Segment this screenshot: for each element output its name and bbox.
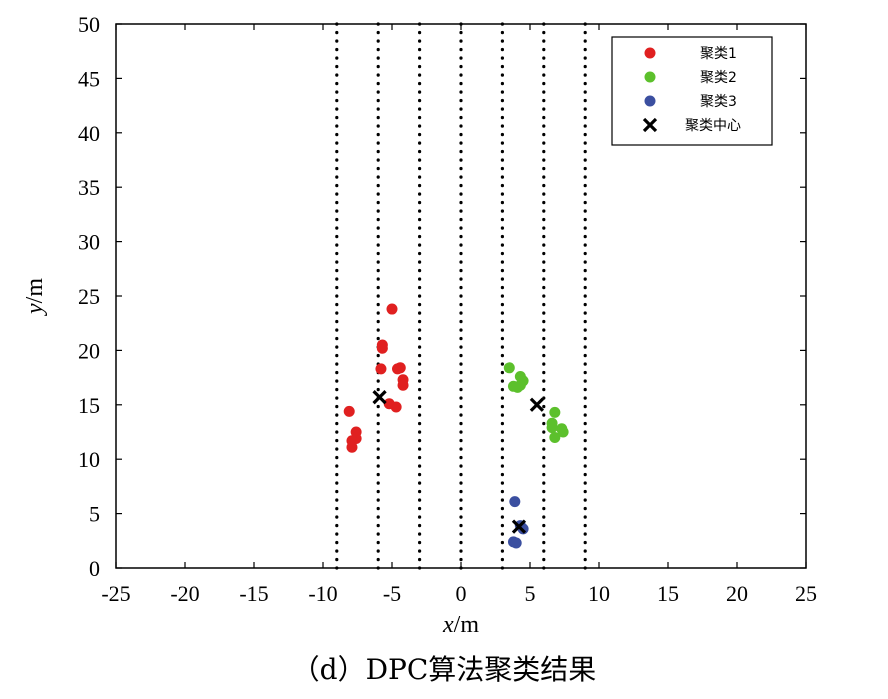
data-point [397,379,409,391]
data-point [343,405,355,417]
legend-box [611,36,773,146]
y-tick-label: 25 [78,284,100,309]
data-point [375,363,387,375]
x-tick-label: 10 [588,581,610,606]
series-2 [503,362,569,443]
legend-label: 聚类2 [700,70,737,86]
lane-divider-lines [335,22,587,570]
x-tick-label: 20 [726,581,748,606]
cluster-center-marker [529,397,545,412]
y-tick-label: 10 [78,447,100,472]
figure-caption: （d）DPC算法聚类结果 [291,653,597,686]
y-tick-label: 35 [78,175,100,200]
x-tick-label: 15 [657,581,679,606]
data-point [557,426,569,438]
x-tick-label: 5 [525,581,536,606]
y-tick-label: 45 [78,66,100,91]
data-point [549,431,561,443]
scatter-points [343,303,569,549]
series-4 [372,390,545,534]
data-point [390,401,402,413]
data-point [549,406,561,418]
x-tick-label: -20 [170,581,199,606]
axis-ticks: -25 -20 -15 -10 -5 0 5 10 15 20 25 0 5 10 15 20 25 30 35 40… [78,12,817,606]
legend-marker [644,95,656,107]
dpc-scatter-chart: -25 -20 -15 -10 -5 0 5 10 15 20 25 0 5 10 15 20 25 30 35 40… [22,12,817,638]
data-point [392,363,404,375]
data-point [509,496,521,508]
x-tick-label: 25 [795,581,817,606]
x-tick-label: 0 [456,581,467,606]
legend: 聚类1 聚类2 聚类3 聚类中心 [611,36,773,146]
data-point [512,381,524,393]
data-point [386,303,398,315]
data-point [510,537,522,549]
cluster-center-marker [511,519,527,534]
y-tick-label: 5 [89,502,100,527]
y-axis-label-unit: /m [22,278,48,304]
x-axis-label-unit: /m [454,612,480,638]
data-point [346,441,358,453]
x-tick-label: -10 [308,581,337,606]
legend-label: 聚类1 [700,46,737,62]
y-tick-label: 20 [78,338,100,363]
legend-label: 聚类中心 [685,118,741,134]
y-tick-label: 30 [78,230,100,255]
data-point [376,342,388,354]
x-axis-label-var: x [442,612,454,638]
y-tick-label: 15 [78,393,100,418]
series-1 [343,303,409,453]
legend-label: 聚类3 [700,94,737,110]
x-axis-label: x/m [442,612,479,638]
y-tick-label: 40 [78,121,100,146]
x-tick-label: -15 [239,581,268,606]
legend-marker [644,47,656,59]
legend-marker [642,117,658,133]
cluster-center-marker [372,390,387,405]
x-tick-label: -5 [383,581,401,606]
y-tick-label: 0 [89,556,100,581]
data-point [503,362,515,374]
y-axis-label-var: y [22,303,48,316]
y-tick-label: 50 [78,12,100,37]
data-point [546,422,558,434]
x-tick-label: -25 [101,581,130,606]
legend-marker [644,71,656,83]
y-axis-label: y/m [22,278,48,316]
